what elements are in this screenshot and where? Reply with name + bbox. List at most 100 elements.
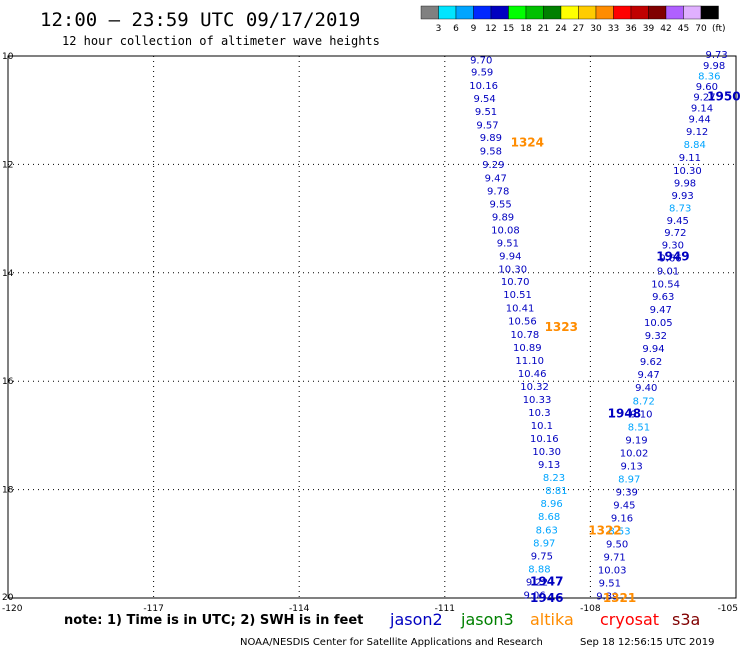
wave-height-value: 9.32 (645, 331, 667, 342)
x-tick-label: -108 (580, 604, 601, 614)
wave-height-value: 9.89 (492, 213, 514, 224)
pass-number-label: 1948 (608, 407, 641, 421)
wave-height-value: 10.05 (644, 318, 673, 329)
wave-height-value: 10.51 (503, 290, 532, 301)
wave-height-value: 10.89 (513, 343, 542, 354)
wave-height-value: 8.72 (633, 396, 655, 407)
legend-label: 70 (695, 24, 707, 34)
legend-label: 36 (625, 24, 637, 34)
y-tick-label: 10 (2, 52, 14, 62)
pass-number-label: 1321 (603, 591, 636, 605)
x-tick-label: -117 (143, 604, 163, 614)
wave-height-value: 10.03 (598, 565, 627, 576)
wave-height-value: 9.58 (480, 146, 502, 157)
wave-height-value: 11.10 (515, 356, 544, 367)
legend-label: 42 (660, 24, 671, 34)
wave-height-value: 8.23 (543, 473, 565, 484)
satellite-label-s3a: s3a (672, 610, 700, 629)
wave-height-value: 10.32 (520, 382, 549, 393)
wave-height-value: 10.30 (498, 265, 527, 276)
wave-height-value: 10.08 (491, 226, 520, 237)
satellite-label-jason3: jason3 (460, 610, 514, 629)
footer-timestamp: Sep 18 12:56:15 UTC 2019 (580, 637, 714, 648)
wave-height-value: 10.41 (506, 304, 535, 315)
wave-height-value: 8.73 (669, 203, 691, 214)
wave-height-value: 8.81 (545, 486, 567, 497)
legend-swatch (578, 5, 597, 20)
legend-label: 24 (555, 24, 567, 34)
pass-number-label: 1950 (707, 90, 740, 104)
legend-swatch (420, 5, 439, 20)
pass-number-label: 1946 (530, 591, 563, 605)
wave-height-value: 8.36 (698, 72, 720, 83)
wave-height-value: 9.01 (657, 267, 679, 278)
color-scale-legend: 3 6 9 12 15 18 21 24 27 30 33 36 39 42 45 70 (420, 5, 719, 34)
wave-height-value: 9.13 (621, 461, 643, 472)
legend-swatch (595, 5, 614, 20)
legend-label: 6 (453, 24, 459, 34)
wave-height-value: 10.30 (673, 166, 702, 177)
wave-height-value: 8.97 (618, 474, 640, 485)
legend-swatch (648, 5, 667, 20)
wave-height-value: 9.59 (471, 67, 493, 78)
wave-height-value: 9.13 (538, 460, 560, 471)
wave-height-value: 9.06 (523, 590, 545, 601)
wave-height-value: 9.16 (611, 513, 633, 524)
pass-labels: 1950 1949 1948 1947 1946 1324 1323 1322 1321 (511, 90, 740, 605)
wave-height-value: 9.62 (640, 357, 662, 368)
wave-height-value: 8.96 (540, 499, 562, 510)
wave-height-value: 9.75 (531, 551, 553, 562)
wave-height-value: 10.1 (531, 421, 553, 432)
wave-height-value: 9.51 (599, 578, 621, 589)
legend-swatch (473, 5, 492, 20)
x-tick-label: -120 (2, 604, 23, 614)
chart-subtitle: 12 hour collection of altimeter wave hei… (62, 34, 380, 48)
wave-height-value: 9.47 (485, 173, 507, 184)
legend-swatch (525, 5, 544, 20)
wave-height-value: 9.98 (703, 61, 725, 72)
wave-height-value: 8.88 (528, 564, 550, 575)
wave-height-value: 9.47 (650, 305, 672, 316)
wave-height-value: 8.53 (608, 526, 630, 537)
wave-height-value: 9.66 (659, 254, 681, 265)
wave-height-value: 8.84 (684, 140, 706, 151)
wave-height-value: 9.50 (606, 539, 628, 550)
legend-label: 45 (678, 24, 689, 34)
footer-credit: NOAA/NESDIS Center for Satellite Applica… (240, 637, 543, 648)
pass-number-label: 1949 (656, 250, 689, 264)
legend-swatch (490, 5, 509, 20)
wave-height-value: 10.33 (523, 395, 552, 406)
wave-height-value: 9.94 (642, 344, 664, 355)
y-tick-label: 14 (2, 269, 14, 279)
wave-height-value: 10.02 (620, 448, 649, 459)
wave-height-value: 10.16 (469, 81, 498, 92)
pass-number-label: 1322 (588, 523, 621, 537)
legend-swatch (683, 5, 702, 20)
legend-label: 9 (471, 24, 477, 34)
wave-height-value: 9.12 (686, 127, 708, 138)
satellite-label-cryosat: cryosat (600, 610, 659, 629)
wave-height-values: 9.709.59 10.16 9.54 9.51 9.57 9.89 9.58 9.29 9.4… (469, 50, 727, 602)
x-axis-ticks: -120 -117 -114 -111 -108 -105 (2, 604, 738, 614)
wave-height-value: 9.27 (693, 93, 715, 104)
y-tick-label: 16 (2, 377, 14, 387)
x-tick-label: -114 (289, 604, 310, 614)
wave-height-value: 9.45 (667, 216, 689, 227)
wave-height-value: 9.63 (652, 292, 674, 303)
legend-swatch (508, 5, 527, 20)
satellite-legend: jason2 jason3 altika cryosat s3a (389, 610, 700, 629)
legend-swatch (560, 5, 579, 20)
wave-height-value: 9.57 (476, 120, 498, 131)
wave-height-value: 8.97 (533, 538, 555, 549)
plot-border (7, 55, 737, 599)
legend-label: 3 (436, 24, 442, 34)
legend-label: 15 (503, 24, 514, 34)
wave-height-value: 8.68 (538, 512, 560, 523)
legend-label: 30 (590, 24, 602, 34)
y-axis-ticks: 20 18 16 14 12 10 (2, 52, 14, 603)
wave-height-value: 9.11 (679, 153, 701, 164)
wave-height-value: 9.39 (616, 487, 638, 498)
wave-height-value: 9.72 (664, 228, 686, 239)
wave-height-value: 9.54 (473, 94, 495, 105)
